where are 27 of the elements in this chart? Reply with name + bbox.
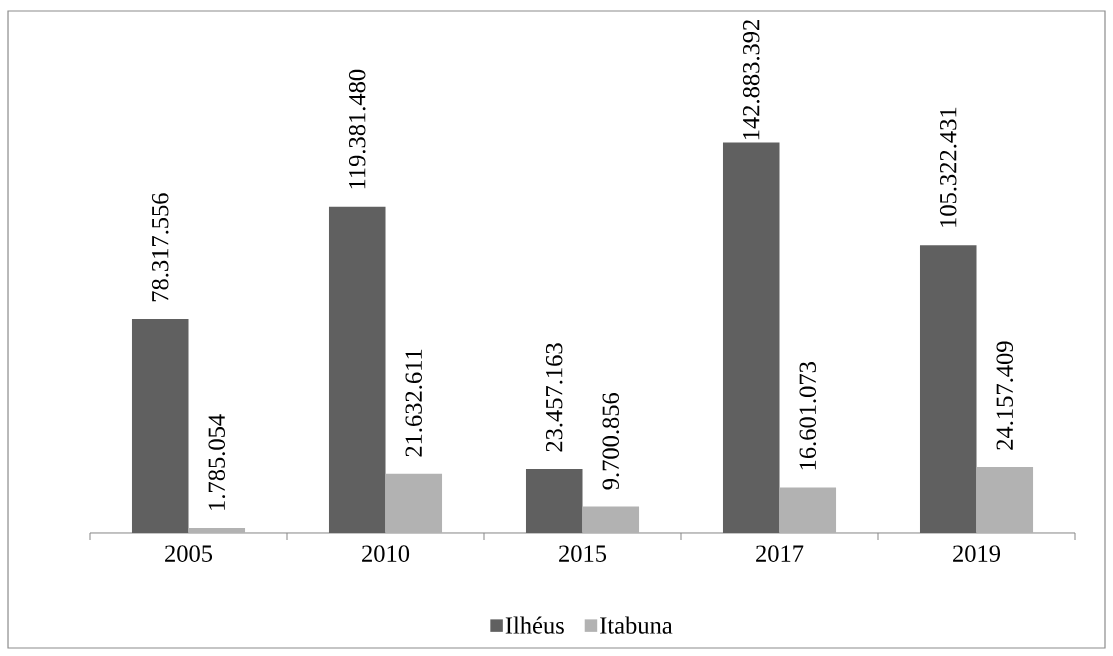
data-label: 142.883.392	[742, 20, 760, 140]
data-label: 105.322.431	[939, 107, 957, 227]
legend-label: Ilhéus	[505, 616, 564, 634]
bar	[919, 245, 977, 533]
data-label: 78.317.556	[151, 193, 169, 302]
data-label: 24.157.409	[996, 341, 1014, 450]
bar	[525, 468, 583, 533]
x-tick-label: 2010	[362, 545, 410, 562]
x-tick-label: 2005	[165, 545, 213, 562]
bar	[976, 466, 1034, 533]
bar	[188, 528, 246, 533]
data-label: 21.632.611	[405, 349, 423, 457]
data-label: 23.457.163	[545, 343, 563, 452]
x-tick-label: 2017	[756, 545, 804, 562]
x-tick-label: 2019	[953, 545, 1001, 562]
data-label: 9.700.856	[602, 392, 620, 490]
bar	[131, 318, 189, 533]
bar	[779, 487, 837, 533]
data-label: 1.785.054	[208, 414, 226, 510]
bar	[328, 206, 386, 533]
x-tick-label: 2015	[559, 545, 607, 562]
data-label: 16.601.073	[799, 362, 817, 470]
bar	[722, 142, 780, 533]
bar	[582, 506, 640, 533]
data-label: 119.381.480	[348, 69, 366, 189]
bar	[385, 473, 443, 533]
legend-label: Itabuna	[600, 616, 673, 634]
